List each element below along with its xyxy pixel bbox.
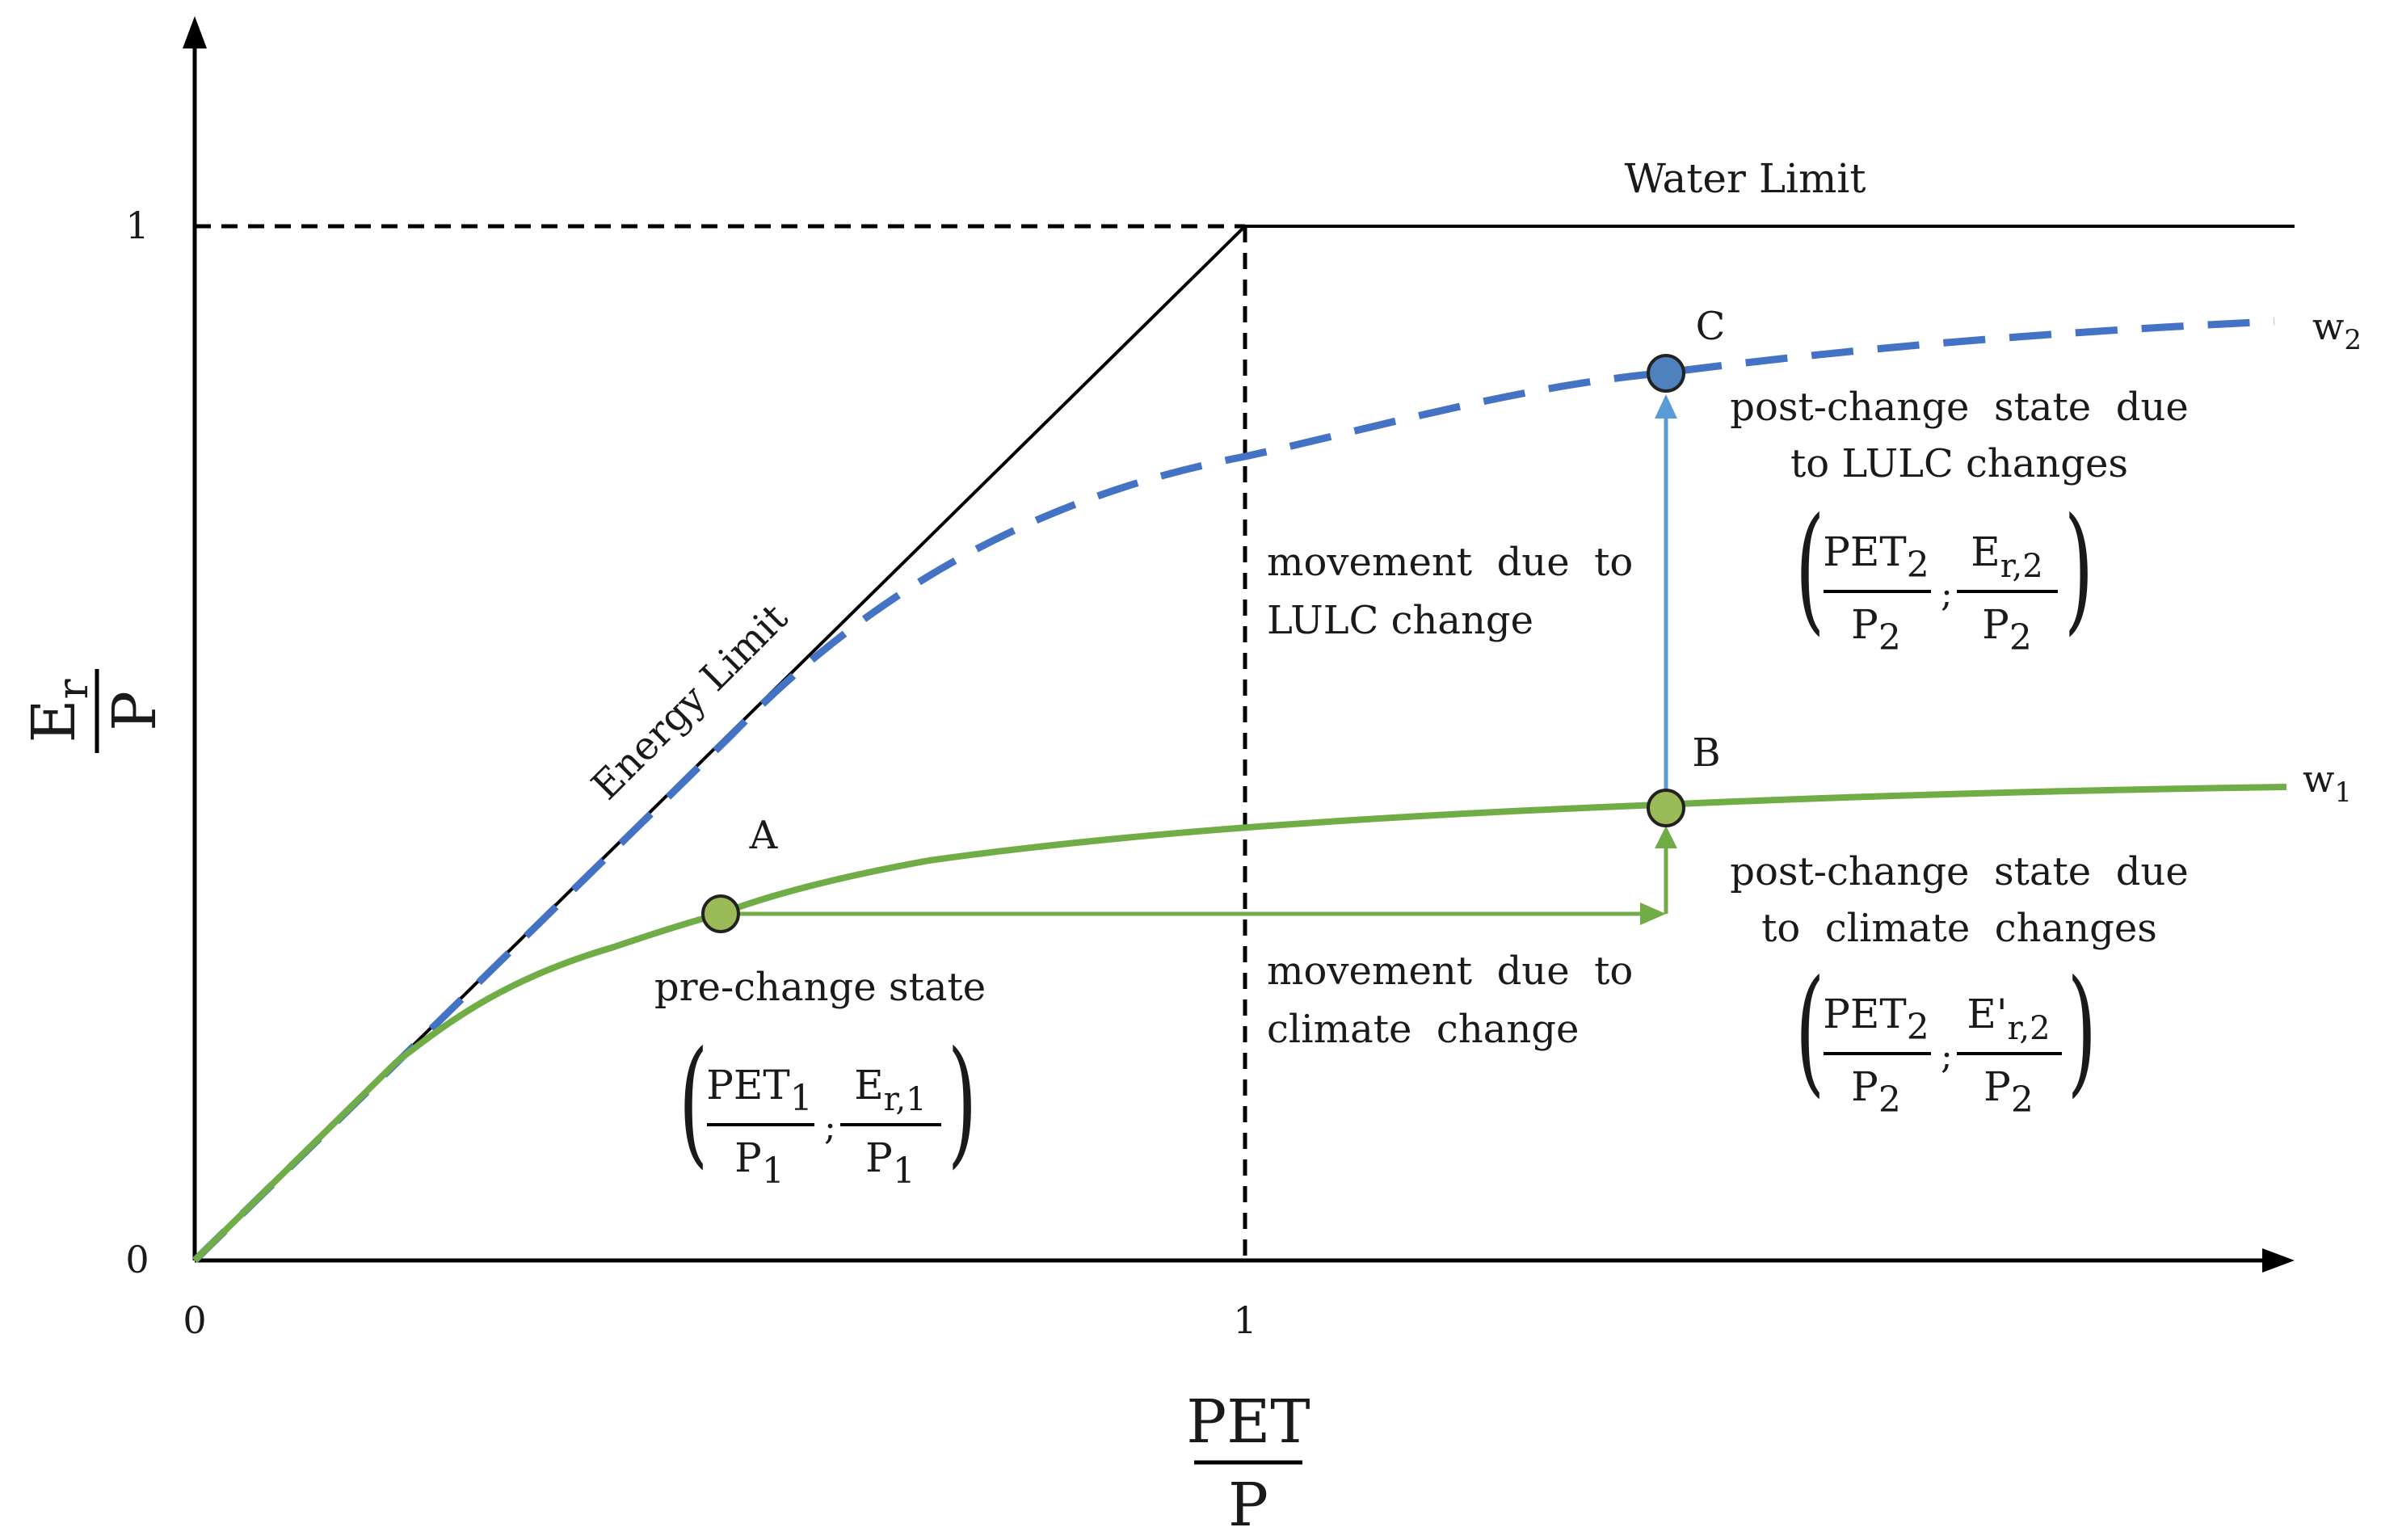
- point-a-label: A: [749, 813, 779, 858]
- point-a: [701, 894, 740, 933]
- formula-c-open-paren: (: [1795, 490, 1824, 649]
- formula-a-open-paren: (: [679, 1023, 708, 1182]
- y-label-main: E: [19, 699, 89, 743]
- formula-c-separator: ;: [1941, 574, 1953, 615]
- formula-b-right-num: E'r,2: [1967, 991, 2050, 1047]
- formula-b-left-num: PET2: [1823, 991, 1929, 1048]
- x-axis-label: PET P: [1186, 1387, 1310, 1540]
- formula-b-close-paren: ): [2068, 952, 2097, 1111]
- formula-a-left-num: PET1: [706, 1062, 813, 1119]
- formula-a-right-num: Er,1: [854, 1062, 926, 1118]
- w1-letter: w: [2303, 757, 2334, 801]
- formula-b-right-den: P2: [1983, 1063, 2034, 1121]
- lulc-change-arrowhead: [1655, 394, 1677, 419]
- formula-a-left-den: P1: [734, 1134, 785, 1192]
- climate-change-arrow-up-head: [1655, 826, 1677, 848]
- formula-c: ( PET2 P2 ; Er,2 P2 ): [1795, 490, 2093, 658]
- w1-curve: [192, 784, 2287, 1263]
- climate-change-arrowhead: [1640, 903, 1666, 925]
- lulc-movement-line2: LULC change: [1267, 598, 1533, 643]
- w2-sub: 2: [2344, 324, 2362, 356]
- point-c-label: C: [1696, 304, 1726, 349]
- point-b: [1647, 789, 1685, 827]
- y-axis-label: Er P: [19, 669, 170, 753]
- water-limit-label: Water Limit: [1624, 155, 1866, 202]
- x-tick-0: 0: [183, 1298, 206, 1342]
- y-label-numerator: Er: [19, 679, 98, 743]
- y-label-denominator: P: [100, 691, 170, 731]
- y-tick-1: 1: [125, 204, 149, 247]
- point-b-label: B: [1692, 730, 1720, 776]
- climate-movement-line2: climate change: [1267, 1007, 1579, 1052]
- x-label-numerator: PET: [1186, 1387, 1310, 1457]
- formula-b-open-paren: (: [1795, 952, 1824, 1111]
- y-axis-arrowhead: [183, 16, 207, 48]
- formula-c-right-num: Er,2: [1971, 528, 2042, 585]
- axes: 0 1 0 1 PET P Er P: [19, 16, 2295, 1540]
- formula-b: ( PET2 P2 ; E'r,2 P2 ): [1795, 952, 2097, 1121]
- formula-a-right-den: P1: [865, 1134, 915, 1192]
- x-label-denominator: P: [1228, 1471, 1268, 1540]
- formula-a: ( PET1 P1 ; Er,1 P1 ): [679, 1023, 977, 1192]
- post-lulc-line2: to LULC changes: [1790, 441, 2128, 486]
- point-c: [1647, 354, 1685, 393]
- w2-letter: w: [2312, 305, 2344, 348]
- formula-b-left-den: P2: [1851, 1063, 1901, 1121]
- formula-b-separator: ;: [1941, 1036, 1953, 1077]
- post-climate-line1: post-change state due: [1730, 849, 2189, 894]
- formula-a-separator: ;: [824, 1107, 836, 1148]
- w1-sub: 1: [2334, 776, 2352, 809]
- post-climate-line2: to climate changes: [1761, 906, 2157, 951]
- formula-c-left-num: PET2: [1823, 528, 1929, 586]
- w2-curve: [191, 318, 2275, 1264]
- pre-change-label: pre-change state: [654, 965, 986, 1010]
- climate-movement-line1: movement due to: [1267, 949, 1633, 994]
- post-lulc-line1: post-change state due: [1730, 385, 2189, 430]
- y-tick-0: 0: [125, 1238, 149, 1281]
- w1-label: w1: [2303, 757, 2352, 809]
- x-axis-arrowhead: [2262, 1248, 2295, 1273]
- formula-c-left-den: P2: [1851, 601, 1901, 658]
- x-tick-1: 1: [1233, 1298, 1256, 1342]
- w2-label: w2: [2312, 305, 2362, 356]
- formula-a-close-paren: ): [948, 1023, 977, 1182]
- formula-c-close-paren: ): [2064, 490, 2093, 649]
- y-label-sub: r: [49, 679, 98, 699]
- formula-c-right-den: P2: [1982, 601, 2032, 658]
- lulc-movement-line1: movement due to: [1267, 540, 1633, 585]
